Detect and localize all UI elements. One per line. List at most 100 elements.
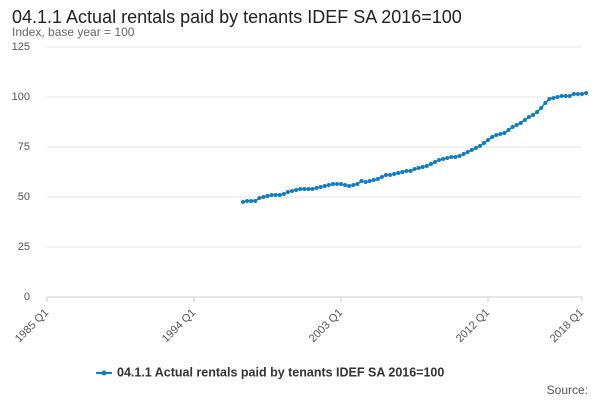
point: [281, 192, 286, 196]
y-tick-label: 125: [12, 41, 30, 53]
point: [392, 172, 397, 176]
point: [575, 92, 580, 96]
point: [518, 121, 523, 125]
point: [261, 195, 266, 199]
point: [347, 184, 352, 188]
point: [318, 185, 323, 189]
point: [269, 193, 274, 197]
x-tick-label: 2018 Q1: [548, 307, 586, 345]
point: [383, 173, 388, 177]
point: [526, 115, 531, 119]
point: [490, 135, 495, 139]
point: [334, 182, 339, 186]
chart-title: 04.1.1 Actual rentals paid by tenants ID…: [12, 7, 462, 27]
point: [494, 133, 499, 137]
point: [379, 175, 384, 179]
point: [249, 199, 254, 203]
point: [543, 101, 548, 105]
point: [465, 150, 470, 154]
point: [559, 94, 564, 98]
point: [404, 169, 409, 173]
point: [445, 156, 450, 160]
point: [539, 106, 544, 110]
point: [441, 157, 446, 161]
point: [367, 179, 372, 183]
point: [253, 199, 258, 203]
point: [584, 91, 589, 95]
point: [359, 179, 364, 183]
point: [330, 182, 335, 186]
point: [522, 118, 527, 122]
point: [424, 164, 429, 168]
point: [563, 94, 568, 98]
point: [461, 152, 466, 156]
point: [273, 193, 278, 197]
point: [449, 155, 454, 159]
x-tick-label: 2012 Q1: [454, 307, 492, 345]
legend-label: 04.1.1 Actual rentals paid by tenants ID…: [117, 365, 444, 379]
point: [432, 160, 437, 164]
point: [371, 178, 376, 182]
point: [416, 166, 421, 170]
point: [571, 92, 576, 96]
point: [551, 96, 556, 100]
point: [326, 183, 331, 187]
y-tick-label: 25: [18, 241, 30, 253]
point: [514, 123, 519, 127]
point: [290, 189, 295, 193]
point: [322, 184, 327, 188]
point: [530, 113, 535, 117]
point: [285, 190, 290, 194]
point: [355, 182, 360, 186]
chart-subtitle: Index, base year = 100: [12, 25, 135, 39]
point: [477, 144, 482, 148]
point: [388, 173, 393, 177]
point: [457, 154, 462, 158]
point: [498, 132, 503, 136]
y-tick-label: 75: [18, 141, 30, 153]
point: [245, 199, 250, 203]
point: [473, 146, 478, 150]
point: [412, 167, 417, 171]
point: [469, 148, 474, 152]
legend-marker: [101, 370, 107, 376]
point: [343, 183, 348, 187]
source: Source:: [547, 383, 588, 397]
point: [580, 92, 584, 96]
x-tick-label: 1985 Q1: [13, 307, 51, 345]
point: [481, 141, 486, 145]
point: [302, 187, 307, 191]
point: [310, 187, 315, 191]
point: [298, 187, 303, 191]
point: [294, 188, 299, 192]
point: [375, 177, 380, 181]
point: [506, 128, 511, 132]
point: [339, 182, 344, 186]
point: [437, 158, 442, 162]
point: [408, 169, 413, 173]
point: [510, 125, 515, 129]
y-tick-label: 0: [24, 291, 30, 303]
point: [396, 171, 401, 175]
point: [535, 110, 540, 114]
y-tick-label: 100: [12, 91, 30, 103]
point: [363, 180, 368, 184]
point: [241, 200, 246, 204]
point: [420, 165, 425, 169]
point: [428, 162, 433, 166]
point: [351, 183, 356, 187]
point: [502, 131, 507, 135]
point: [257, 196, 262, 200]
point: [277, 193, 282, 197]
point: [486, 138, 491, 142]
point: [314, 186, 319, 190]
point: [453, 155, 458, 159]
point: [306, 187, 311, 191]
point: [567, 94, 572, 98]
y-tick-label: 50: [18, 191, 30, 203]
point: [400, 170, 405, 174]
x-tick-label: 1994 Q1: [160, 307, 198, 345]
point: [555, 95, 560, 99]
